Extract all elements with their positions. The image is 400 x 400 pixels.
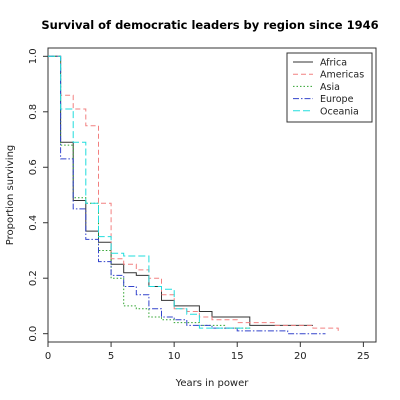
legend-label-africa: Africa [320, 58, 347, 69]
legend-box [286, 52, 373, 123]
y-axis-label: Proportion surviving [5, 145, 16, 246]
legend-label-europe: Europe [320, 94, 354, 105]
y-axis: 0.0 0.2 0.4 0.6 0.8 1.0 [28, 48, 48, 342]
x-axis: 0 5 10 15 20 25 [45, 342, 370, 362]
series-line-africa [48, 55, 313, 326]
x-tick-label: 0 [45, 351, 51, 362]
y-tick-label: 0.6 [28, 159, 39, 175]
series-line-oceania [48, 55, 250, 329]
x-tick-label: 25 [357, 351, 370, 362]
x-tick-label: 20 [294, 351, 307, 362]
x-tick-label: 15 [231, 351, 244, 362]
x-axis-label: Years in power [175, 378, 250, 389]
plot-frame [47, 47, 377, 343]
x-tick-label: 10 [168, 351, 181, 362]
y-tick-label: 0.8 [28, 104, 39, 120]
legend-label-asia: Asia [320, 82, 340, 93]
y-tick-label: 1.0 [28, 48, 39, 64]
x-tick-label: 5 [108, 351, 114, 362]
series-line-americas [48, 55, 339, 331]
legend-label-oceania: Oceania [320, 106, 359, 117]
y-tick-label: 0.2 [28, 270, 39, 286]
series-layer [48, 55, 339, 335]
chart-title: Survival of democratic leaders by region… [41, 18, 378, 32]
y-tick-label: 0.0 [28, 326, 39, 342]
legend-label-americas: Americas [320, 70, 364, 81]
y-tick-label: 0.4 [28, 215, 39, 231]
